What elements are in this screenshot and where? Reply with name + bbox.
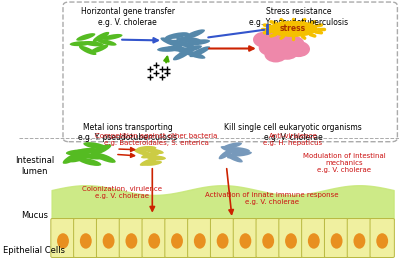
Ellipse shape (219, 148, 234, 159)
Ellipse shape (145, 148, 164, 154)
Ellipse shape (102, 34, 122, 40)
Ellipse shape (179, 45, 202, 53)
Ellipse shape (83, 142, 107, 149)
FancyBboxPatch shape (74, 218, 98, 258)
Ellipse shape (376, 233, 388, 249)
Ellipse shape (225, 153, 243, 163)
Ellipse shape (268, 21, 318, 37)
Ellipse shape (171, 40, 194, 48)
Text: Metal ions transporting
e.g. Y. pseudotuberculosis: Metal ions transporting e.g. Y. pseudotu… (78, 123, 177, 142)
Ellipse shape (173, 48, 192, 60)
Ellipse shape (70, 41, 90, 46)
FancyBboxPatch shape (119, 218, 144, 258)
Text: Epithelial Cells: Epithelial Cells (4, 246, 66, 255)
Ellipse shape (148, 233, 160, 249)
Ellipse shape (287, 41, 310, 57)
Ellipse shape (331, 233, 342, 249)
Ellipse shape (141, 152, 160, 158)
Ellipse shape (90, 45, 108, 53)
Text: Colonization, virulence
e.g. V. cholerae: Colonization, virulence e.g. V. cholerae (82, 186, 162, 199)
Ellipse shape (253, 32, 276, 48)
Ellipse shape (97, 39, 116, 46)
Ellipse shape (66, 149, 90, 156)
Ellipse shape (137, 146, 156, 151)
Text: Intestinal
lumen: Intestinal lumen (15, 156, 54, 176)
Ellipse shape (69, 153, 92, 162)
Ellipse shape (146, 155, 166, 160)
Text: Mucus: Mucus (21, 211, 48, 220)
FancyBboxPatch shape (96, 218, 121, 258)
Ellipse shape (74, 148, 98, 154)
Ellipse shape (90, 144, 111, 155)
Ellipse shape (126, 233, 137, 249)
FancyBboxPatch shape (256, 218, 280, 258)
Ellipse shape (157, 46, 182, 52)
Ellipse shape (94, 153, 116, 163)
Ellipse shape (83, 41, 104, 46)
Ellipse shape (140, 158, 157, 166)
Text: Competition against other bacteria
e.g. Bacteroidales, S. enterica: Competition against other bacteria e.g. … (95, 133, 217, 146)
Text: Activation of innate immune response
e.g. V. cholerae: Activation of innate immune response e.g… (205, 192, 339, 205)
Ellipse shape (83, 153, 108, 160)
FancyBboxPatch shape (370, 218, 394, 258)
Ellipse shape (194, 233, 206, 249)
FancyBboxPatch shape (279, 218, 303, 258)
Ellipse shape (282, 36, 304, 52)
FancyBboxPatch shape (302, 218, 326, 258)
Ellipse shape (134, 149, 152, 156)
Ellipse shape (165, 32, 189, 39)
Ellipse shape (79, 46, 96, 55)
Text: Anti-virulence
e.g. H. hepaticus: Anti-virulence e.g. H. hepaticus (263, 133, 322, 146)
Ellipse shape (93, 32, 109, 42)
FancyBboxPatch shape (210, 218, 235, 258)
Ellipse shape (264, 28, 287, 44)
Ellipse shape (221, 146, 240, 154)
Ellipse shape (176, 37, 201, 42)
Ellipse shape (217, 233, 228, 249)
Ellipse shape (57, 233, 69, 249)
Text: Kill single cell eukaryotic organisms
e.g. V. cholerae: Kill single cell eukaryotic organisms e.… (224, 123, 362, 142)
Ellipse shape (78, 158, 101, 166)
Ellipse shape (167, 46, 191, 52)
Ellipse shape (264, 46, 287, 62)
Ellipse shape (259, 40, 282, 56)
Ellipse shape (63, 152, 82, 164)
FancyBboxPatch shape (347, 218, 372, 258)
Ellipse shape (227, 149, 245, 158)
FancyBboxPatch shape (188, 218, 212, 258)
Ellipse shape (186, 39, 210, 45)
Ellipse shape (270, 36, 293, 52)
Ellipse shape (231, 151, 252, 157)
Ellipse shape (240, 233, 251, 249)
FancyBboxPatch shape (233, 218, 258, 258)
Ellipse shape (183, 29, 205, 39)
Ellipse shape (142, 161, 162, 166)
Ellipse shape (229, 147, 250, 153)
Ellipse shape (285, 233, 297, 249)
Ellipse shape (308, 233, 320, 249)
Ellipse shape (76, 33, 95, 41)
FancyBboxPatch shape (324, 218, 349, 258)
Ellipse shape (276, 44, 299, 60)
Ellipse shape (80, 233, 92, 249)
Ellipse shape (276, 32, 299, 48)
Ellipse shape (171, 233, 183, 249)
Text: Stress resistance
e.g. Y. pseudotuberculosis: Stress resistance e.g. Y. pseudotubercul… (249, 7, 348, 27)
Text: Modulation of intestinal
mechanics
e.g. V. cholerae: Modulation of intestinal mechanics e.g. … (303, 153, 386, 173)
Text: Horizontal gene transfer
e.g. V. cholerae: Horizontal gene transfer e.g. V. cholera… (80, 7, 174, 27)
Ellipse shape (262, 233, 274, 249)
FancyBboxPatch shape (51, 218, 75, 258)
Ellipse shape (190, 46, 210, 57)
Text: stress: stress (280, 24, 306, 33)
Ellipse shape (354, 233, 365, 249)
FancyBboxPatch shape (165, 218, 189, 258)
Ellipse shape (222, 142, 242, 149)
Ellipse shape (160, 37, 182, 47)
Ellipse shape (103, 233, 114, 249)
Ellipse shape (183, 50, 206, 59)
FancyBboxPatch shape (142, 218, 166, 258)
